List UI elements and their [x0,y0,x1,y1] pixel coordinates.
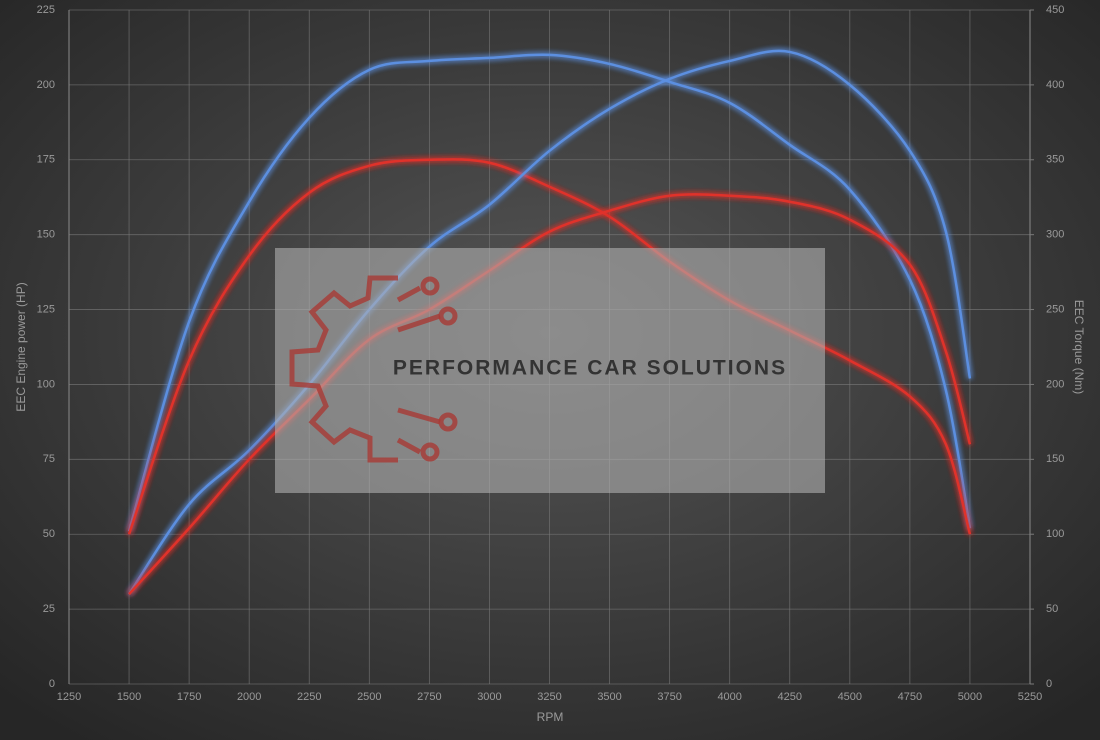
y2-tick-label: 300 [1046,229,1064,241]
x-tick-label: 4250 [778,691,802,703]
x-tick-label: 3000 [477,691,501,703]
x-tick-label: 1500 [117,691,141,703]
y-axis-label: EEC Engine power (HP) [14,282,28,411]
x-tick-label: 2750 [417,691,441,703]
line [127,158,972,535]
y-tick-label: 200 [37,79,55,91]
y-tick-label: 175 [37,154,55,166]
y2-tick-label: 0 [1046,678,1052,690]
y-tick-label: 75 [43,453,55,465]
x-tick-label: 4750 [898,691,922,703]
y2-tick-label: 50 [1046,603,1058,615]
x-tick-label: 4500 [838,691,862,703]
x-tick-label: 2250 [297,691,321,703]
y-tick-label: 50 [43,528,55,540]
tick-labels: 1250 1500 1750 2000 2250 2500 2750 3000 3250 3500… [37,4,1065,703]
x-tick-label: 2000 [237,691,261,703]
x-tick-label: 5250 [1018,691,1042,703]
y-tick-label: 125 [37,303,55,315]
y2-tick-label: 250 [1046,303,1064,315]
line [128,49,972,595]
series-group [127,49,972,595]
y-tick-label: 100 [37,378,55,390]
x-tick-label: 5000 [958,691,982,703]
logo-icon [289,275,458,463]
line [127,53,972,532]
y2-axis-label: EEC Torque (Nm) [1072,300,1086,394]
x-tick-label: 3250 [537,691,561,703]
y2-tick-label: 450 [1046,4,1064,16]
watermark-text: PERFORMANCE CAR SOLUTIONS [393,357,787,380]
y-tick-label: 150 [37,229,55,241]
y2-tick-label: 150 [1046,453,1064,465]
x-tick-label: 3750 [657,691,681,703]
y2-tick-label: 100 [1046,528,1064,540]
y2-tick-label: 200 [1046,378,1064,390]
line [128,193,972,595]
y-tick-label: 0 [49,678,55,690]
x-tick-label: 1750 [177,691,201,703]
x-tick-label: 2500 [357,691,381,703]
x-tick-label: 1250 [57,691,81,703]
x-tick-label: 3500 [597,691,621,703]
y-tick-label: 25 [43,603,55,615]
x-tick-label: 4000 [717,691,741,703]
y2-tick-label: 350 [1046,154,1064,166]
y2-tick-label: 400 [1046,79,1064,91]
y-tick-label: 225 [37,4,55,16]
x-axis-label: RPM [537,710,564,724]
watermark: PERFORMANCE CAR SOLUTIONS [275,248,825,493]
